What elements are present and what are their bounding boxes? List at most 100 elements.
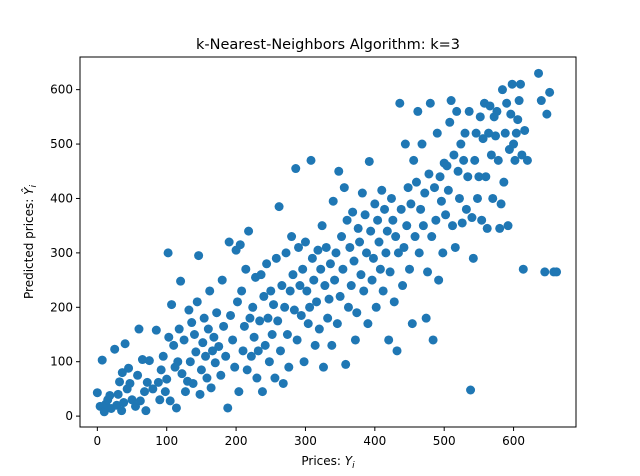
data-point xyxy=(205,286,215,296)
data-point xyxy=(274,202,284,212)
data-point xyxy=(407,319,417,329)
data-point xyxy=(137,355,147,365)
data-point xyxy=(167,300,177,310)
data-point xyxy=(280,302,290,312)
data-point xyxy=(443,185,453,195)
data-point xyxy=(221,351,231,361)
data-point xyxy=(485,101,495,111)
data-point xyxy=(434,275,444,285)
data-point xyxy=(134,324,144,334)
data-point xyxy=(518,264,528,274)
data-point xyxy=(503,221,513,231)
data-points xyxy=(92,68,562,417)
data-point xyxy=(431,215,441,225)
data-point xyxy=(441,210,451,220)
data-point xyxy=(165,396,175,406)
data-point xyxy=(284,362,294,372)
data-point xyxy=(510,155,520,165)
data-point xyxy=(411,177,421,187)
data-point xyxy=(141,406,151,416)
data-point xyxy=(184,305,194,315)
data-point xyxy=(195,389,205,399)
data-point xyxy=(552,267,562,277)
data-point xyxy=(466,385,476,395)
data-point xyxy=(507,79,517,89)
data-point xyxy=(454,193,464,203)
data-point xyxy=(424,169,434,179)
data-point xyxy=(409,155,419,165)
data-point xyxy=(343,302,353,312)
data-point xyxy=(151,325,161,335)
data-point xyxy=(352,308,362,318)
data-point xyxy=(259,291,269,301)
data-point xyxy=(153,377,163,387)
data-point xyxy=(545,87,555,97)
data-point xyxy=(242,365,252,375)
data-point xyxy=(133,370,143,380)
data-point xyxy=(275,346,285,356)
data-point xyxy=(513,115,523,125)
data-point xyxy=(292,335,302,345)
data-point xyxy=(223,403,233,413)
data-point xyxy=(262,259,272,269)
data-point xyxy=(374,237,384,247)
data-point xyxy=(291,164,301,174)
x-axis-label-subscript: i xyxy=(352,461,355,471)
data-point xyxy=(461,204,471,214)
data-point xyxy=(271,253,281,263)
data-point xyxy=(468,253,478,263)
data-point xyxy=(160,387,170,397)
x-tick-label: 0 xyxy=(94,434,102,448)
data-point xyxy=(208,346,217,356)
data-point xyxy=(212,308,222,318)
data-point xyxy=(396,204,406,214)
data-point xyxy=(386,193,396,203)
data-point xyxy=(317,221,327,231)
data-point xyxy=(171,403,181,413)
data-point xyxy=(464,106,474,116)
data-point xyxy=(169,340,179,350)
data-point xyxy=(99,407,109,417)
y-axis-label-subscript: i xyxy=(29,185,39,188)
data-point xyxy=(366,226,376,236)
data-point xyxy=(277,281,287,291)
data-point xyxy=(298,264,308,274)
data-point xyxy=(192,297,202,307)
data-point xyxy=(428,335,438,345)
data-point xyxy=(457,218,467,228)
data-point xyxy=(398,281,408,291)
data-point xyxy=(511,128,521,138)
data-point xyxy=(481,172,491,182)
data-point xyxy=(202,373,212,383)
data-point xyxy=(237,286,247,296)
data-point xyxy=(488,193,498,203)
data-point xyxy=(400,139,410,149)
data-point xyxy=(414,248,424,258)
data-point xyxy=(323,313,333,323)
data-point xyxy=(239,321,249,331)
data-point xyxy=(385,267,395,277)
data-point xyxy=(234,387,244,397)
data-point xyxy=(267,330,277,339)
data-point xyxy=(203,324,213,334)
data-point xyxy=(435,172,445,182)
data-point xyxy=(124,363,134,373)
data-point xyxy=(287,232,297,242)
data-point xyxy=(224,237,234,247)
data-point xyxy=(536,96,546,106)
data-point xyxy=(117,406,127,416)
data-point xyxy=(467,213,477,223)
data-point xyxy=(522,155,532,165)
data-point xyxy=(429,183,439,193)
data-point xyxy=(174,324,184,334)
data-point xyxy=(417,139,427,149)
y-axis-label-symbol: Ŷ xyxy=(21,186,36,195)
data-point xyxy=(253,346,263,356)
data-point xyxy=(312,297,322,307)
data-point xyxy=(450,242,460,252)
data-point xyxy=(155,395,165,405)
data-point xyxy=(324,294,334,304)
data-point xyxy=(497,85,507,95)
data-point xyxy=(399,242,409,252)
data-point xyxy=(342,215,352,225)
